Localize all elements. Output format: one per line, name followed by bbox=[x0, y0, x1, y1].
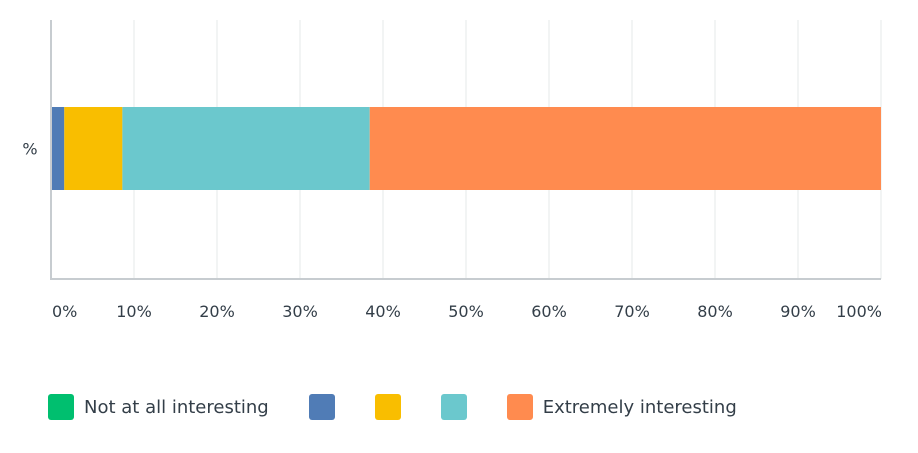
bar-segment-2 bbox=[64, 107, 123, 190]
bar-segment-1 bbox=[51, 107, 65, 190]
bar-segment-4 bbox=[369, 107, 881, 190]
legend-item[interactable]: Not at all interesting bbox=[48, 394, 269, 420]
legend-swatch bbox=[374, 394, 401, 420]
legend-label: Extremely interesting bbox=[542, 396, 737, 418]
x-tick-label: 50% bbox=[448, 302, 484, 321]
x-tick-label: 80% bbox=[697, 302, 733, 321]
legend-swatch bbox=[440, 394, 467, 420]
legend-item[interactable] bbox=[440, 394, 467, 420]
legend-swatch bbox=[506, 394, 533, 420]
legend-item[interactable] bbox=[308, 394, 335, 420]
x-tick-label: 70% bbox=[614, 302, 650, 321]
stacked-bar-chart: 0% 10% 20% 30% 40% 50% 60% 70% 80% 90% 100% % bbox=[22, 20, 882, 321]
x-tick-label: 20% bbox=[199, 302, 235, 321]
x-tick-label: 30% bbox=[282, 302, 318, 321]
x-tick-label: 100% bbox=[836, 302, 882, 321]
x-tick-labels: 0% 10% 20% 30% 40% 50% 60% 70% 80% 90% 100% bbox=[52, 302, 882, 321]
x-tick-label: 0% bbox=[52, 302, 77, 321]
x-tick-label: 40% bbox=[365, 302, 401, 321]
legend: Not at all interesting Extremely interest… bbox=[48, 394, 777, 420]
legend-swatch bbox=[308, 394, 335, 420]
legend-item[interactable]: Extremely interesting bbox=[506, 394, 737, 420]
x-tick-label: 90% bbox=[780, 302, 816, 321]
x-tick-label: 60% bbox=[531, 302, 567, 321]
legend-swatch bbox=[48, 394, 74, 420]
legend-label: Not at all interesting bbox=[84, 396, 269, 418]
axes bbox=[50, 20, 881, 280]
category-labels: % bbox=[22, 140, 37, 159]
x-tick-label: 10% bbox=[116, 302, 152, 321]
category-label: % bbox=[22, 140, 37, 159]
bars bbox=[51, 107, 881, 190]
legend-item[interactable] bbox=[374, 394, 401, 420]
bar-segment-3 bbox=[122, 107, 370, 190]
